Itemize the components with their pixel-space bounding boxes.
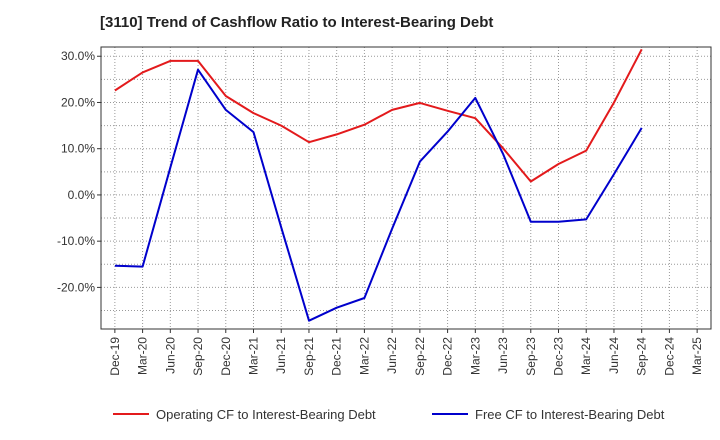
axis-layer: -20.0% -10.0% 0.0% 10.0% 20.0% 30.0% Dec-19 Mar… [57,46,712,376]
x-tick-label: Sep-21 [302,337,316,376]
y-tick-label: 20.0% [61,95,95,109]
y-tick-label: 30.0% [61,49,95,63]
x-tick-label: Mar-25 [690,337,704,375]
x-tick-label: Dec-21 [330,337,344,376]
x-tick-label: Dec-24 [662,337,676,376]
plot-area-frame [100,46,712,330]
x-tick-label: Jun-23 [496,337,510,374]
x-tick-label: Sep-20 [191,337,205,376]
x-tick-label: Dec-22 [441,337,455,376]
y-tick-label: 10.0% [61,142,95,156]
legend: Operating CF to Interest-Bearing Debt Fre… [113,407,665,422]
chart-title: [3110] Trend of Cashflow Ratio to Intere… [100,14,494,31]
grid-layer [101,47,711,329]
x-tick-label: Jun-20 [163,337,177,374]
x-tick-label: Sep-24 [635,337,649,376]
x-tick-label: Jun-22 [385,337,399,374]
y-tick-label: 0.0% [68,188,96,202]
series-line-1 [114,48,643,183]
x-tick-label: Mar-23 [468,337,482,375]
x-tick-label: Mar-20 [136,337,150,375]
y-tick-label: -20.0% [57,280,95,294]
x-tick-label: Mar-22 [357,337,371,375]
x-tick-label: Jun-21 [274,337,288,374]
x-tick-label: Sep-23 [524,337,538,376]
series-layer [114,48,643,322]
x-tick-label: Jun-24 [607,337,621,374]
y-tick-label: -10.0% [57,234,95,248]
x-tick-label: Dec-19 [108,337,122,376]
legend-label-1: Operating CF to Interest-Bearing Debt [156,407,376,422]
x-tick-label: Dec-20 [219,337,233,376]
x-tick-label: Mar-21 [247,337,261,375]
series-line-2 [114,68,643,322]
legend-label-2: Free CF to Interest-Bearing Debt [475,407,665,422]
x-tick-label: Sep-22 [413,337,427,376]
x-tick-label: Dec-23 [552,337,566,376]
x-tick-label: Mar-24 [579,337,593,375]
